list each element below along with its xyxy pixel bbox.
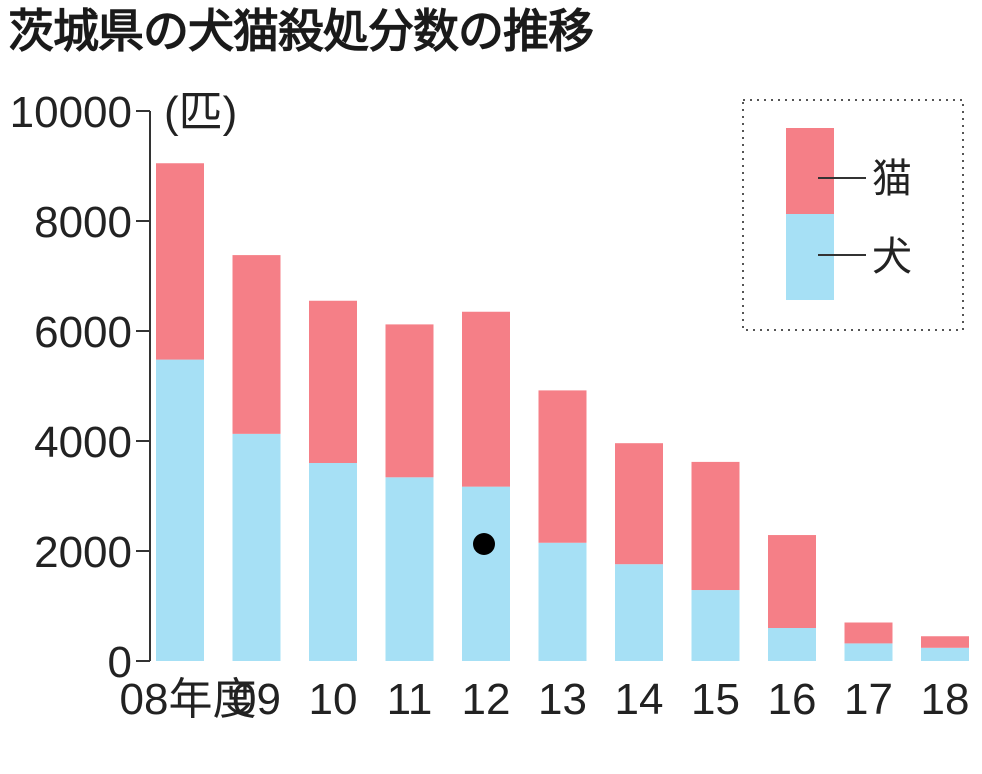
bar-dog — [462, 486, 510, 661]
x-tick-label: 11 — [387, 675, 433, 724]
legend-label-cat: 猫 — [872, 156, 912, 202]
y-unit-label: (匹) — [164, 88, 237, 137]
x-tick-label: 18 — [921, 675, 970, 724]
y-tick-label: 8000 — [34, 198, 132, 247]
bar-dog — [921, 647, 969, 661]
bar-cat — [691, 461, 740, 591]
bar-dog — [232, 433, 281, 661]
y-tick-label: 2000 — [34, 528, 132, 577]
y-axis: 0 2000 4000 6000 8000 10000 (匹) — [10, 88, 238, 687]
x-tick-label: 16 — [768, 675, 817, 724]
bar-dog — [385, 477, 434, 661]
legend-swatch-dog — [786, 214, 834, 300]
x-tick-label: 13 — [538, 675, 587, 724]
y-tick-label: 0 — [108, 638, 132, 687]
y-tick-label: 6000 — [34, 308, 132, 357]
bar-cat — [538, 390, 587, 543]
bar-cat — [385, 324, 434, 478]
x-tick-label: 17 — [844, 675, 893, 724]
bar-dog — [538, 542, 587, 661]
bar-cat — [462, 311, 510, 487]
x-tick-label: 08年度 — [120, 675, 257, 724]
bar-cat — [309, 300, 357, 463]
legend: 猫 犬 — [742, 99, 964, 331]
bar-cat — [615, 443, 663, 565]
bar-cat — [844, 622, 893, 644]
bar-cat — [921, 636, 969, 648]
bar-dog — [691, 590, 740, 661]
bar-dog — [844, 643, 893, 661]
bar-cat — [232, 255, 281, 434]
bar-dog — [156, 359, 204, 661]
chart-title: 茨城県の犬猫殺処分数の推移 — [8, 4, 594, 58]
bars — [156, 163, 969, 661]
legend-swatch-cat — [786, 128, 834, 214]
bar-dog — [615, 564, 663, 661]
legend-label-dog: 犬 — [872, 234, 912, 280]
point-marker — [473, 533, 495, 555]
x-tick-label: 12 — [462, 675, 511, 724]
y-tick-label: 10000 — [10, 88, 132, 137]
bar-dog — [768, 628, 816, 661]
x-tick-label: 15 — [691, 675, 740, 724]
x-tick-label: 10 — [309, 675, 358, 724]
bar-dog — [309, 463, 357, 661]
y-tick-label: 4000 — [34, 418, 132, 467]
bar-cat — [768, 535, 816, 628]
bar-cat — [156, 163, 204, 360]
x-tick-label: 09 — [232, 675, 281, 724]
legend-box — [742, 99, 964, 331]
x-tick-label: 14 — [615, 675, 664, 724]
